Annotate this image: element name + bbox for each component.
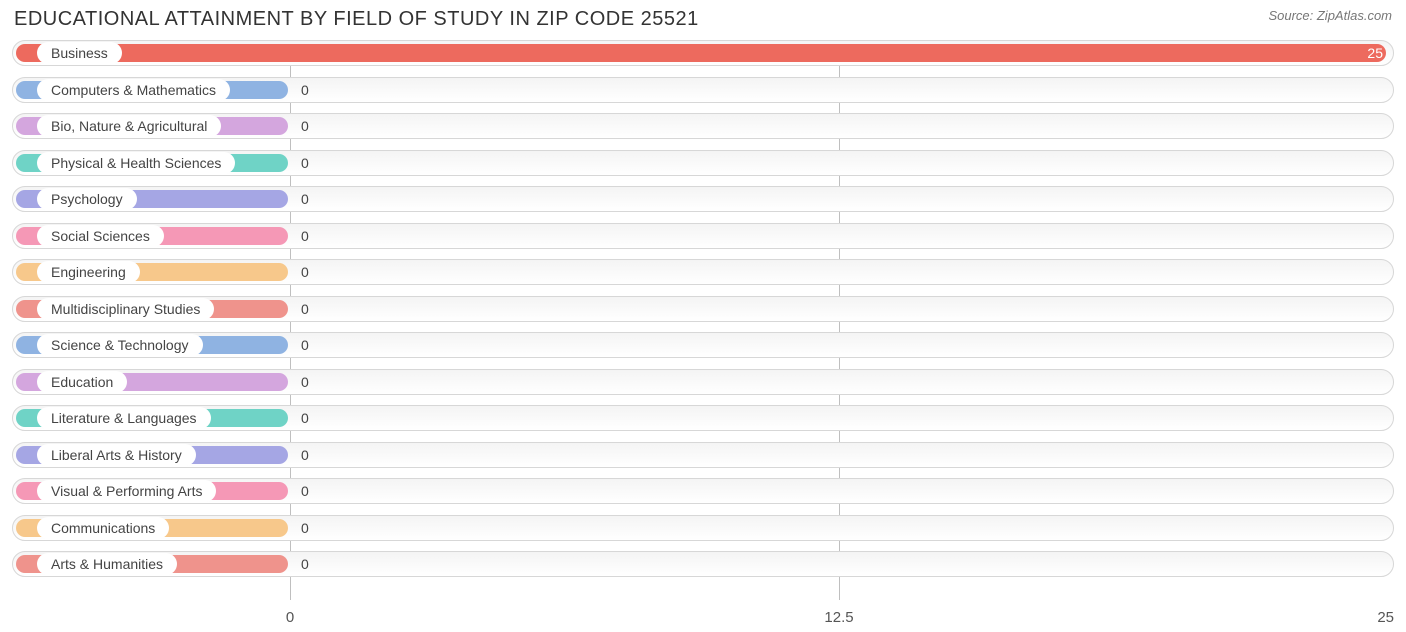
bar-track: Computers & Mathematics 0 bbox=[12, 77, 1394, 103]
value-label: 0 bbox=[301, 118, 309, 134]
category-label: Visual & Performing Arts bbox=[37, 480, 216, 502]
category-label: Literature & Languages bbox=[37, 407, 211, 429]
category-label: Education bbox=[37, 371, 127, 393]
value-label: 0 bbox=[301, 447, 309, 463]
category-label: Engineering bbox=[37, 261, 140, 283]
value-label: 0 bbox=[301, 520, 309, 536]
bar-track: Physical & Health Sciences 0 bbox=[12, 150, 1394, 176]
value-label: 25 bbox=[1367, 45, 1383, 61]
bar-track: Engineering 0 bbox=[12, 259, 1394, 285]
bar-track: Science & Technology 0 bbox=[12, 332, 1394, 358]
bar-track: Communications 0 bbox=[12, 515, 1394, 541]
category-label: Social Sciences bbox=[37, 225, 164, 247]
bar-track: Social Sciences 0 bbox=[12, 223, 1394, 249]
bar-track: Literature & Languages 0 bbox=[12, 405, 1394, 431]
bar-track: Arts & Humanities 0 bbox=[12, 551, 1394, 577]
category-label: Computers & Mathematics bbox=[37, 79, 230, 101]
value-label: 0 bbox=[301, 82, 309, 98]
value-label: 0 bbox=[301, 483, 309, 499]
bar-track: Bio, Nature & Agricultural 0 bbox=[12, 113, 1394, 139]
x-tick-label: 25 bbox=[1377, 609, 1394, 626]
value-label: 0 bbox=[301, 228, 309, 244]
bar-track: Liberal Arts & History 0 bbox=[12, 442, 1394, 468]
bar-track: Education 0 bbox=[12, 369, 1394, 395]
value-label: 0 bbox=[301, 410, 309, 426]
value-label: 0 bbox=[301, 301, 309, 317]
value-label: 0 bbox=[301, 556, 309, 572]
bar bbox=[16, 44, 1386, 62]
category-label: Psychology bbox=[37, 188, 137, 210]
x-axis: 0 12.5 25 bbox=[12, 606, 1394, 626]
category-label: Communications bbox=[37, 517, 169, 539]
chart-source: Source: ZipAtlas.com bbox=[1268, 8, 1392, 23]
category-label: Physical & Health Sciences bbox=[37, 152, 235, 174]
value-label: 0 bbox=[301, 337, 309, 353]
chart-title: EDUCATIONAL ATTAINMENT BY FIELD OF STUDY… bbox=[14, 8, 699, 31]
category-label: Science & Technology bbox=[37, 334, 203, 356]
x-tick-label: 12.5 bbox=[824, 609, 853, 626]
chart-plot: Business25Computers & Mathematics0Bio, N… bbox=[12, 40, 1394, 600]
value-label: 0 bbox=[301, 155, 309, 171]
chart-area: Business25Computers & Mathematics0Bio, N… bbox=[12, 40, 1394, 600]
bar-track: Psychology 0 bbox=[12, 186, 1394, 212]
bar-track: Multidisciplinary Studies 0 bbox=[12, 296, 1394, 322]
category-label: Liberal Arts & History bbox=[37, 444, 196, 466]
category-label: Bio, Nature & Agricultural bbox=[37, 115, 221, 137]
category-label: Multidisciplinary Studies bbox=[37, 298, 214, 320]
value-label: 0 bbox=[301, 264, 309, 280]
category-label: Arts & Humanities bbox=[37, 553, 177, 575]
x-tick-label: 0 bbox=[286, 609, 294, 626]
value-label: 0 bbox=[301, 191, 309, 207]
value-label: 0 bbox=[301, 374, 309, 390]
bar-track: Visual & Performing Arts 0 bbox=[12, 478, 1394, 504]
category-label: Business bbox=[37, 42, 122, 64]
bar-track: Business 25 bbox=[12, 40, 1394, 66]
